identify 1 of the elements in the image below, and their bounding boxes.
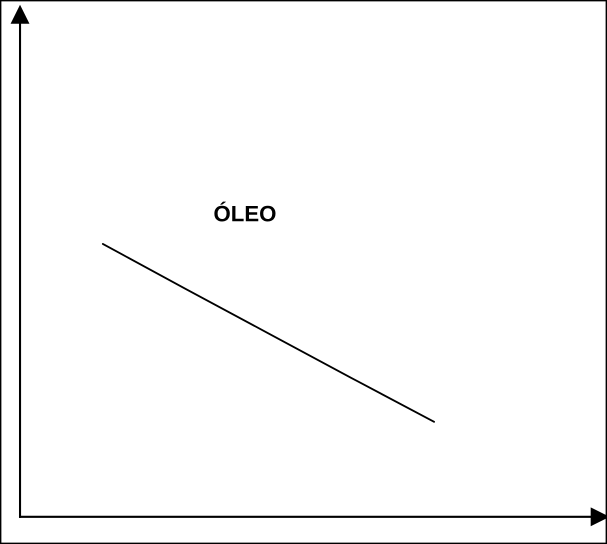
text: ÓLEO	[214, 202, 276, 222]
